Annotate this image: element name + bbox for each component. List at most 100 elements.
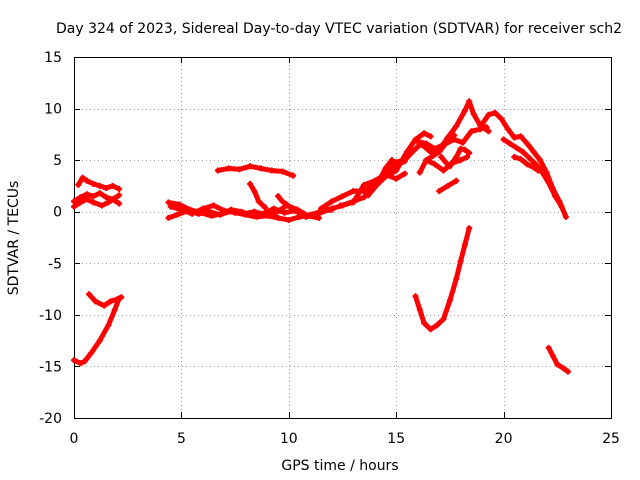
data-point: [440, 316, 447, 322]
data-point: [328, 205, 335, 212]
data-point: [466, 98, 473, 105]
data-point: [403, 148, 410, 155]
data-point: [350, 199, 357, 206]
data-point: [414, 138, 421, 145]
data-point: [416, 306, 423, 313]
data-point: [109, 182, 116, 189]
series-track-23: [501, 137, 565, 210]
data-point: [492, 109, 498, 116]
data-point: [225, 165, 232, 172]
series-track-04: [71, 295, 122, 366]
data-point: [438, 154, 445, 160]
data-series: [71, 98, 571, 375]
data-point: [412, 293, 419, 300]
data-point: [208, 212, 215, 219]
data-point: [165, 214, 172, 221]
data-point: [436, 188, 443, 195]
data-point: [240, 210, 247, 217]
y-tick-label: 0: [53, 205, 62, 221]
data-point: [105, 199, 112, 206]
data-point: [96, 182, 103, 189]
y-axis-label: SDTVAR / TECUs: [6, 181, 22, 296]
data-point: [90, 193, 97, 200]
data-point: [477, 126, 483, 133]
data-point: [199, 205, 206, 212]
data-point: [279, 198, 286, 205]
data-point: [449, 160, 455, 167]
data-point: [442, 140, 449, 147]
data-point: [116, 186, 123, 192]
data-point: [517, 156, 524, 163]
data-point: [395, 161, 402, 168]
data-point: [507, 140, 513, 147]
data-point: [427, 133, 434, 140]
data-point: [545, 179, 552, 186]
data-point: [247, 163, 254, 170]
data-point: [176, 201, 183, 208]
data-point: [255, 198, 262, 205]
data-point: [517, 133, 524, 140]
data-point: [257, 165, 264, 172]
data-point: [77, 194, 84, 201]
data-point: [461, 107, 468, 114]
data-point: [83, 196, 90, 203]
data-point: [485, 111, 492, 118]
data-point: [393, 167, 400, 174]
data-point: [247, 180, 254, 187]
data-point: [90, 199, 97, 206]
data-point: [421, 320, 428, 327]
data-point: [436, 148, 443, 155]
data-point: [272, 209, 279, 216]
data-point: [470, 110, 477, 117]
data-point: [285, 217, 292, 223]
y-tick-label: 15: [44, 50, 62, 66]
data-point: [446, 297, 453, 304]
data-point: [500, 136, 507, 143]
data-point: [513, 144, 520, 151]
data-point: [453, 177, 460, 184]
data-point: [83, 191, 90, 198]
data-point: [88, 350, 95, 356]
data-point: [461, 241, 468, 248]
data-point: [307, 212, 314, 219]
data-point: [230, 207, 236, 214]
chart-title: Day 324 of 2023, Sidereal Day-to-day VTE…: [56, 21, 622, 37]
series-track-10: [247, 181, 268, 211]
data-point: [350, 188, 357, 195]
data-point: [535, 167, 541, 174]
data-point: [107, 298, 114, 305]
x-axis-label: GPS time / hours: [281, 458, 398, 474]
data-point: [96, 190, 103, 197]
data-point: [434, 322, 440, 329]
data-point: [262, 204, 269, 211]
data-point: [524, 140, 531, 147]
data-point: [236, 166, 243, 173]
data-point: [451, 132, 458, 139]
data-point: [86, 291, 92, 298]
data-point: [479, 121, 486, 127]
data-point: [210, 202, 217, 209]
data-point: [524, 161, 531, 168]
data-point: [315, 214, 322, 221]
data-point: [440, 167, 447, 174]
data-point: [453, 123, 460, 130]
y-axis-ticks: -20 -15 -10 -5 0 5 10 15: [39, 50, 611, 427]
data-point: [118, 294, 125, 301]
data-point: [361, 181, 367, 188]
data-point: [283, 201, 290, 208]
data-point: [77, 199, 84, 206]
data-point: [442, 159, 449, 166]
data-point: [554, 361, 561, 368]
data-point: [457, 258, 464, 265]
data-point: [558, 203, 565, 210]
data-point: [365, 192, 372, 199]
data-point: [105, 322, 112, 329]
data-point: [268, 167, 275, 174]
data-point: [560, 365, 567, 372]
data-point: [431, 145, 438, 152]
x-tick-label: 15: [387, 431, 405, 447]
x-tick-label: 25: [602, 431, 620, 447]
data-point: [423, 157, 430, 164]
data-point: [287, 204, 294, 211]
data-point: [116, 192, 123, 199]
